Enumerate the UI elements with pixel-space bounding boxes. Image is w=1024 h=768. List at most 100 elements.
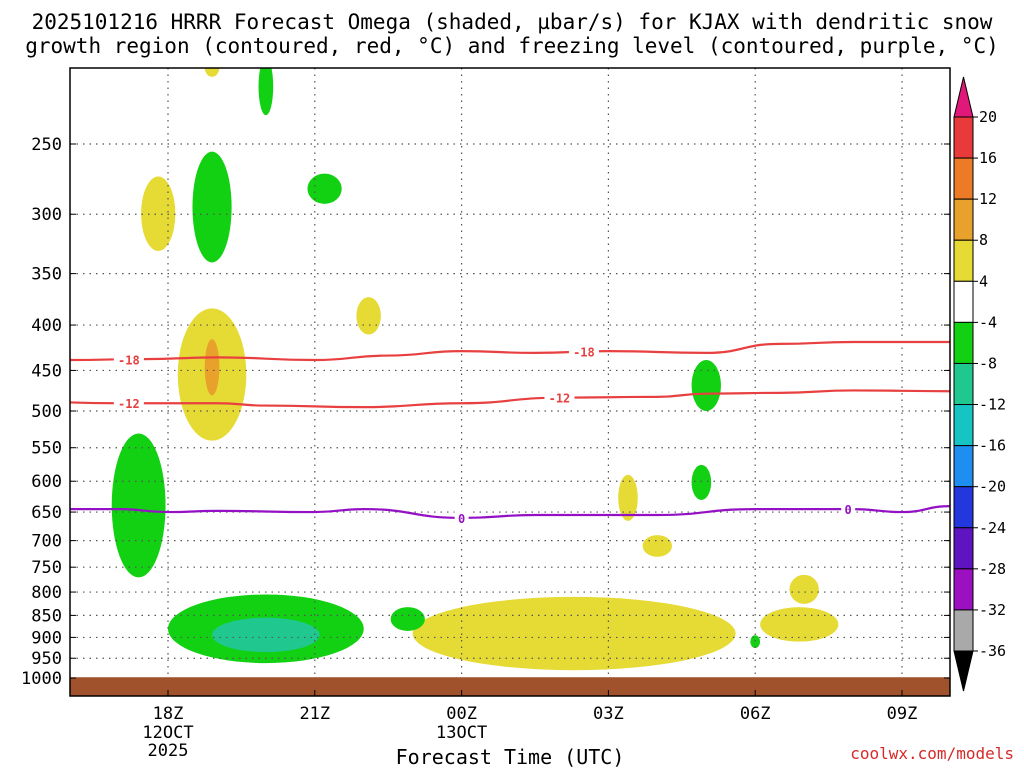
colorbar-band-4 (953, 280, 974, 323)
credit-text: coolwx.com/models (850, 744, 1014, 763)
colorbar-label--12: -12 (979, 396, 1006, 414)
ascent-region-3 (204, 339, 220, 396)
y-tick-label-450: 450 (31, 361, 62, 381)
x-tick-sublabel: 2025 (148, 741, 189, 761)
x-tick-label-09Z: 09Z (887, 704, 918, 724)
chart-title-line2: growth region (contoured, red, °C) and f… (25, 34, 999, 58)
colorbar-band--8 (953, 362, 974, 406)
colorbar-band--16 (953, 445, 974, 488)
colorbar-band--4 (953, 321, 974, 364)
contour-label--18: -18 (573, 346, 595, 360)
y-tick-label-750: 750 (31, 558, 62, 578)
colorbar-band--24 (953, 527, 974, 570)
descent-region-17 (750, 635, 761, 648)
y-axis: 2503003504004505005506006507007508008509… (21, 135, 950, 689)
y-tick-label-500: 500 (31, 402, 62, 422)
colorbar-band--12 (953, 404, 974, 447)
colorbar-band-20 (953, 116, 974, 159)
y-tick-label-900: 900 (31, 628, 62, 648)
contour-label--18: -18 (118, 353, 140, 367)
grid-lines (70, 68, 950, 696)
colorbar-label--20: -20 (979, 478, 1006, 496)
colorbar-label--4: -4 (979, 313, 997, 331)
y-tick-label-650: 650 (31, 503, 62, 523)
colorbar: 20 16 12 8 4 -4 -8 -12 -16 -20 -24 -28 -32 -36 (953, 76, 1006, 692)
descent-region-13 (307, 173, 342, 204)
descent-region-18 (390, 607, 425, 631)
x-tick-label-03Z: 03Z (593, 704, 624, 724)
ascent-region-6 (618, 474, 638, 521)
contour-label--12: -12 (118, 397, 140, 411)
plot-frame (69, 67, 951, 697)
contour-label-0: 0 (458, 512, 465, 526)
colorbar-band-8 (953, 239, 974, 282)
y-tick-label-1000: 1000 (21, 669, 62, 689)
descent-region-14 (111, 433, 166, 578)
contour-freezing-level-0 (70, 505, 950, 520)
chart-title-line1: 2025101216 HRRR Forecast Omega (shaded, … (32, 10, 993, 34)
contour-dendritic--18 (70, 340, 950, 362)
descent-region-16 (691, 464, 712, 501)
descent-region-12 (192, 151, 232, 263)
y-tick-label-300: 300 (31, 205, 62, 225)
colorbar-label--8: -8 (979, 354, 997, 372)
ascent-region-0 (0, 348, 14, 383)
y-tick-label-850: 850 (31, 606, 62, 626)
colorbar-under-arrow (953, 650, 974, 692)
x-tick-label-06Z: 06Z (740, 704, 771, 724)
temperature-contours: -18 -18 -12 -12 0 0 0 (14, 340, 950, 526)
y-tick-label-250: 250 (31, 135, 62, 155)
y-tick-label-350: 350 (31, 265, 62, 285)
descent-region-11 (258, 68, 274, 116)
contour-label-bg (568, 343, 599, 359)
plot-area: -18 -18 -12 -12 0 0 0 (0, 67, 951, 697)
x-axis-label: Forecast Time (UTC) (396, 745, 625, 768)
contour-label-bg (113, 351, 144, 367)
x-tick-sublabel: 13OCT (436, 723, 487, 743)
colorbar-label--28: -28 (979, 560, 1006, 578)
colorbar-label--24: -24 (979, 519, 1006, 537)
contour-label-bg (113, 395, 144, 411)
contour-label-bg (544, 389, 575, 405)
colorbar-band--20 (953, 486, 974, 529)
ascent-region-1 (141, 176, 176, 251)
contour-label-bg (454, 509, 469, 525)
colorbar-band-16 (953, 157, 974, 200)
colorbar-label-8: 8 (979, 231, 988, 249)
y-tick-label-700: 700 (31, 532, 62, 552)
contour-label--12: -12 (549, 392, 571, 406)
ascent-region-5 (356, 297, 381, 335)
ascent-region-7 (642, 535, 673, 557)
descent-region-15 (691, 360, 721, 411)
descent-region-20 (212, 617, 320, 653)
contour-label-bg (841, 501, 856, 517)
colorbar-label-16: 16 (979, 149, 997, 167)
x-tick-label-00Z: 00Z (446, 704, 477, 724)
colorbar-label--16: -16 (979, 437, 1006, 455)
ascent-region-9 (789, 574, 819, 604)
contour-label-bg (14, 501, 28, 516)
ground-bar (70, 677, 950, 696)
y-tick-label-800: 800 (31, 583, 62, 603)
y-tick-label-400: 400 (31, 316, 62, 336)
colorbar-band--28 (953, 568, 974, 611)
colorbar-label--32: -32 (979, 601, 1006, 619)
ascent-region-4 (204, 68, 220, 77)
colorbar-label-12: 12 (979, 190, 997, 208)
y-tick-label-550: 550 (31, 439, 62, 459)
y-tick-label-950: 950 (31, 649, 62, 669)
colorbar-band-12 (953, 198, 974, 241)
colorbar-label-20: 20 (979, 108, 997, 126)
colorbar-label--36: -36 (979, 642, 1006, 660)
ascent-region-8 (760, 607, 839, 642)
x-tick-label-21Z: 21Z (299, 704, 330, 724)
colorbar-label-4: 4 (979, 272, 988, 290)
contour-label-0: 0 (18, 503, 25, 517)
x-tick-label-18Z: 18Z (153, 704, 184, 724)
colorbar-band--32 (953, 609, 974, 652)
x-tick-sublabel: 12OCT (142, 723, 193, 743)
y-tick-label-600: 600 (31, 472, 62, 492)
colorbar-over-arrow (953, 76, 974, 118)
